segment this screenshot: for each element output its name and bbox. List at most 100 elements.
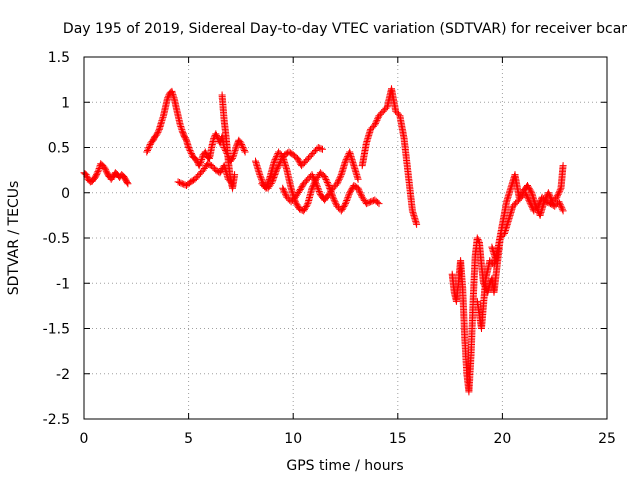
data-point <box>143 148 151 156</box>
data-point <box>330 196 338 204</box>
data-point <box>257 174 265 182</box>
data-point <box>294 202 302 210</box>
data-point <box>340 203 348 210</box>
data-point <box>317 145 325 153</box>
y-tick-label: -1.5 <box>43 322 70 338</box>
data-point <box>240 145 248 153</box>
data-point <box>321 174 329 182</box>
data-point <box>556 199 564 207</box>
data-point <box>94 168 102 176</box>
data-point <box>558 204 566 212</box>
axes: 0 5 10 15 20 25 -2.5 -2 -1.5 -1 -0.5 0 0.5 1 1.5 <box>43 50 616 447</box>
data-point <box>347 186 355 194</box>
data-point <box>187 150 195 157</box>
y-tick-label: -2 <box>56 367 70 383</box>
data-point <box>371 121 379 129</box>
data-point <box>336 174 344 182</box>
data-point <box>164 94 172 102</box>
data-point <box>308 184 316 192</box>
x-tick-label: 10 <box>284 431 302 447</box>
data-point <box>95 166 103 174</box>
data-point <box>176 121 184 129</box>
data-point <box>315 188 323 195</box>
data-point <box>338 205 346 213</box>
data-point <box>547 193 554 201</box>
data-point <box>295 157 303 165</box>
data-point <box>302 203 310 210</box>
data-point <box>309 172 317 180</box>
data-point <box>301 204 309 212</box>
data-point <box>535 199 543 207</box>
data-point <box>523 192 531 200</box>
data-point <box>524 195 532 203</box>
data-point <box>555 189 563 197</box>
data-point <box>238 141 246 148</box>
data-point <box>185 145 193 153</box>
data-point <box>355 186 363 194</box>
data-point <box>372 119 379 127</box>
data-point <box>343 195 351 203</box>
data-point <box>239 144 247 151</box>
data-point <box>310 175 318 183</box>
data-point <box>522 190 530 198</box>
data-point <box>556 187 564 195</box>
y-tick-label: -1 <box>56 276 70 292</box>
data-point <box>315 186 323 194</box>
data-point <box>337 172 345 180</box>
data-point <box>319 145 326 153</box>
data-point <box>343 197 351 204</box>
data-point <box>508 205 516 213</box>
data-point <box>342 200 349 208</box>
data-point <box>335 175 343 183</box>
data-point <box>526 186 534 194</box>
data-point <box>186 147 194 154</box>
data-point <box>344 193 352 201</box>
data-point <box>185 144 193 151</box>
data-point <box>524 183 532 191</box>
data-point <box>545 190 553 198</box>
data-point <box>536 198 544 206</box>
data-point <box>356 189 364 197</box>
data-point <box>559 162 567 170</box>
data-point <box>237 139 245 147</box>
data-point <box>311 177 319 185</box>
data-point <box>93 171 101 179</box>
data-point <box>358 192 365 200</box>
data-point <box>297 184 305 192</box>
data-point <box>145 144 153 151</box>
data-point <box>293 154 301 162</box>
data-point <box>146 142 153 150</box>
y-axis-label: SDTVAR / TECUs <box>6 181 22 296</box>
data-point <box>505 214 513 222</box>
data-point <box>308 171 316 179</box>
data-point <box>323 177 331 185</box>
data-point <box>280 187 288 195</box>
data-point <box>535 201 543 209</box>
data-point <box>196 160 204 168</box>
data-point <box>525 184 533 192</box>
data-point <box>123 179 131 186</box>
x-tick-label: 0 <box>80 431 89 447</box>
data-point <box>321 173 329 180</box>
data-point <box>296 187 303 195</box>
x-tick-label: 20 <box>493 431 511 447</box>
data-point <box>473 234 481 242</box>
data-point <box>195 162 203 170</box>
data-point <box>524 193 531 201</box>
y-tick-label: -0.5 <box>43 231 70 247</box>
data-point <box>345 192 352 200</box>
data-point <box>339 204 347 212</box>
data-point <box>231 171 239 179</box>
data-point <box>281 189 289 197</box>
data-point <box>197 159 204 167</box>
data-point <box>296 186 304 193</box>
data-point <box>345 190 353 198</box>
data-point <box>334 178 342 186</box>
data-point <box>521 189 529 197</box>
data-point <box>300 207 308 215</box>
data-point <box>271 156 279 164</box>
data-point <box>556 186 564 194</box>
data-point <box>169 92 177 100</box>
data-point <box>301 205 308 213</box>
data-point <box>558 205 566 213</box>
